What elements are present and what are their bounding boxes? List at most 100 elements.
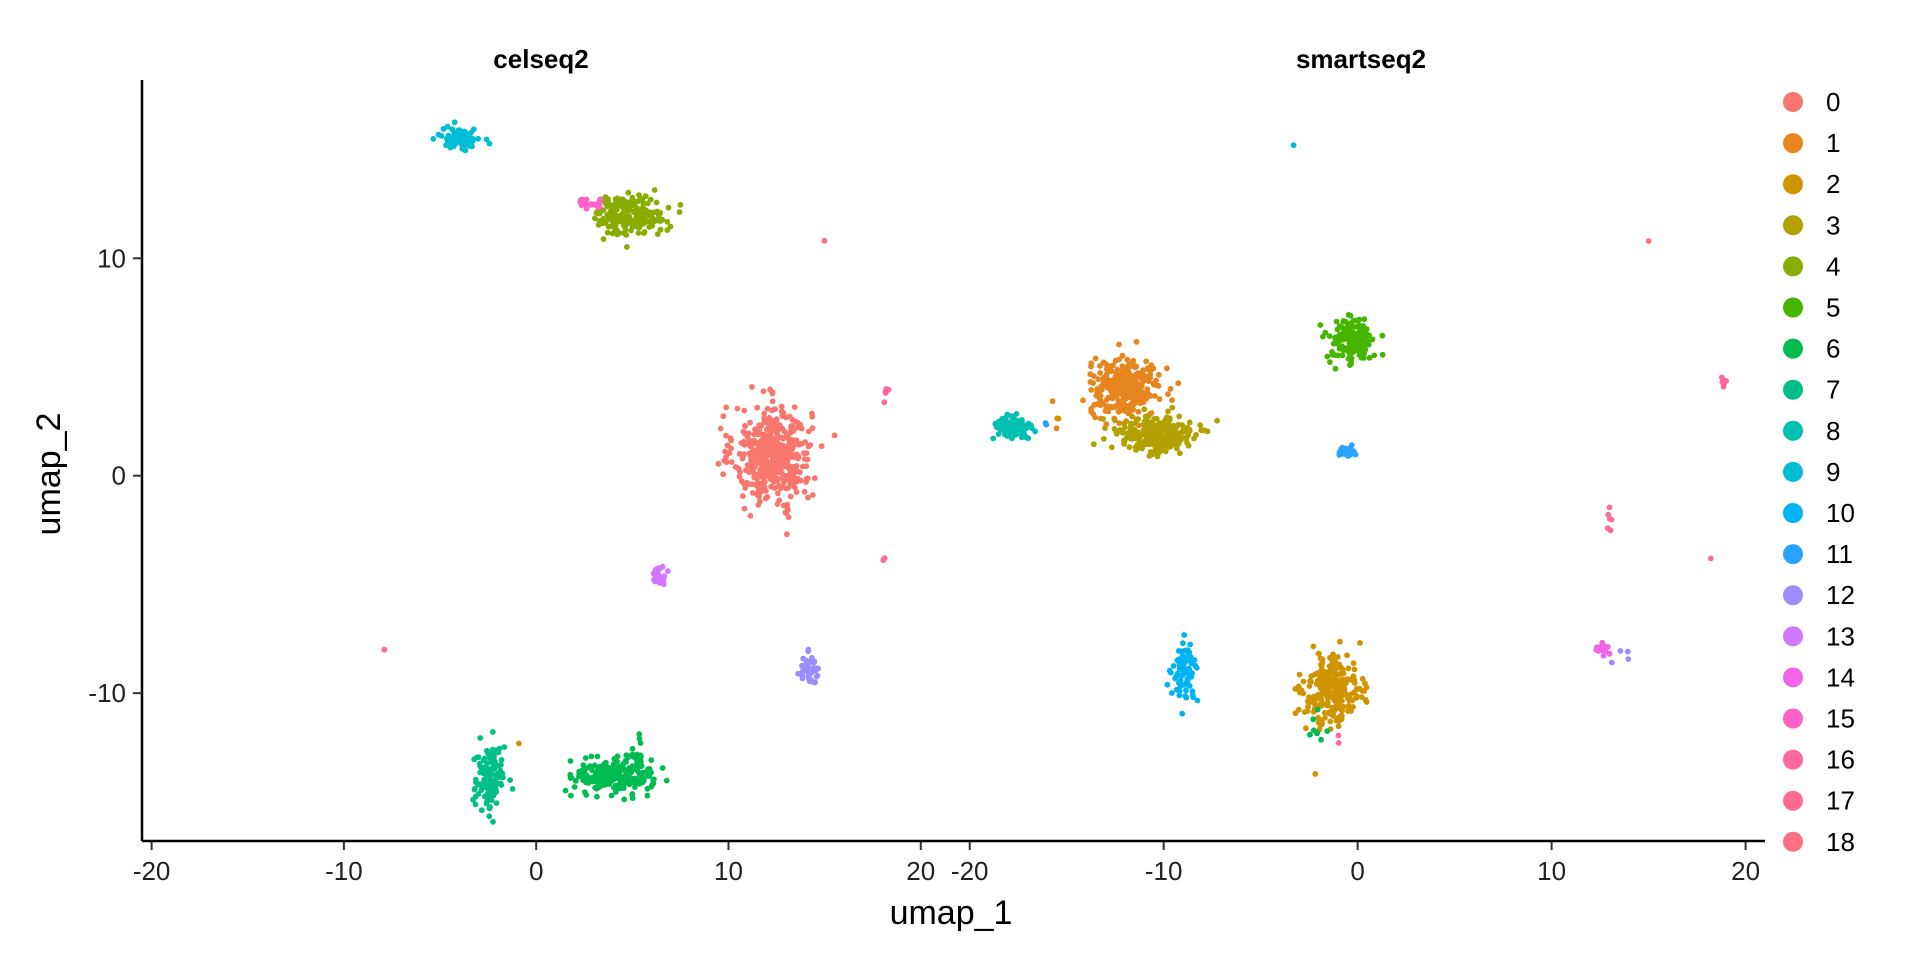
point-cluster-2 [1314,680,1320,687]
point-cluster-3 [1184,439,1190,446]
legend-label-18: 18 [1826,827,1855,857]
point-cluster-6 [650,780,657,787]
point-cluster-1 [1153,377,1159,384]
point-cluster-6 [580,762,587,769]
point-cluster-0 [793,489,800,495]
point-cluster-1 [1152,382,1159,388]
point-cluster-7 [501,744,508,750]
point-cluster-6 [568,792,574,799]
point-cluster-1 [1102,408,1109,414]
point-cluster-1 [1133,379,1140,386]
point-cluster-3 [1204,428,1211,435]
point-cluster-6 [612,782,619,789]
point-cluster-12 [808,678,814,685]
legend-label-6: 6 [1826,334,1840,364]
point-cluster-0 [797,421,804,428]
point-cluster-16 [1335,740,1342,746]
point-cluster-4 [604,229,611,236]
facet-title-smartseq2: smartseq2 [1296,44,1426,74]
point-cluster-2 [1337,713,1344,720]
point-cluster-0 [785,453,791,459]
point-cluster-4 [635,230,642,236]
point-cluster-0 [803,450,810,456]
point-cluster-1 [1049,398,1056,405]
point-cluster-1 [1139,397,1145,403]
x-tick-label: 0 [1350,856,1364,886]
point-cluster-15 [583,201,589,207]
point-cluster-3 [1151,416,1157,422]
point-cluster-1 [1136,393,1143,399]
point-cluster-14 [1606,650,1613,657]
point-cluster-0 [784,504,791,511]
point-cluster-0 [774,501,781,507]
point-cluster-8 [997,426,1004,433]
point-cluster-4 [621,202,628,209]
point-cluster-2 [1353,685,1360,692]
point-cluster-2 [1345,665,1352,672]
point-cluster-9 [450,134,457,141]
point-cluster-2 [1318,721,1325,728]
point-cluster-4 [637,195,644,202]
point-cluster-0 [799,463,806,470]
point-cluster-0 [742,484,749,491]
point-cluster-10 [1177,677,1184,683]
point-cluster-0 [741,407,748,414]
point-cluster-1 [1053,425,1060,432]
point-cluster-5 [1351,324,1358,330]
point-cluster-1 [1120,399,1127,405]
point-cluster-2 [1333,671,1339,678]
point-cluster-5 [1356,352,1363,358]
point-cluster-10 [1173,673,1179,680]
point-cluster-0 [744,433,751,440]
point-cluster-10 [1186,649,1193,656]
point-cluster-2 [1351,677,1358,684]
point-cluster-0 [736,473,743,480]
point-cluster-0 [765,433,772,440]
legend-key-0 [1783,92,1803,112]
point-cluster-2 [1336,718,1342,724]
point-cluster-3 [1126,435,1133,442]
point-cluster-0 [772,453,778,460]
point-cluster-1 [1119,352,1126,359]
point-cluster-9 [486,140,493,147]
point-cluster-0 [734,405,741,412]
point-cluster-0 [757,498,763,505]
x-tick-label: 20 [906,856,935,886]
point-cluster-0 [789,440,796,447]
point-cluster-1 [1097,370,1103,376]
point-cluster-6 [578,767,585,774]
point-cluster-4 [609,206,615,213]
point-cluster-7 [509,786,516,792]
point-cluster-0 [764,405,771,412]
point-cluster-0 [752,463,758,470]
point-cluster-15 [583,205,590,212]
point-cluster-8 [1025,422,1032,428]
point-cluster-1 [1124,356,1131,363]
point-cluster-1 [1165,391,1171,398]
point-cluster-1 [1130,358,1136,364]
point-cluster-0 [774,430,781,437]
point-cluster-2 [1332,678,1338,685]
point-cluster-3 [1171,431,1178,437]
point-cluster-5 [1336,331,1343,338]
point-cluster-4 [628,218,635,225]
point-cluster-5 [1355,347,1361,354]
point-cluster-3 [1150,441,1157,448]
point-cluster-8 [1018,434,1025,441]
point-cluster-3 [1146,453,1153,459]
legend-key-11 [1783,544,1803,565]
point-cluster-7 [497,767,504,774]
point-cluster-10 [1164,681,1171,688]
point-cluster-10 [1179,710,1186,717]
point-cluster-0 [782,460,789,467]
point-cluster-2 [1318,698,1325,705]
point-cluster-0 [769,418,776,425]
point-cluster-0 [723,432,729,439]
point-cluster-2 [1321,709,1328,716]
point-cluster-1 [1125,388,1132,395]
point-cluster-6 [623,759,629,765]
point-cluster-2 [1344,652,1350,659]
point-cluster-2 [1054,415,1060,422]
point-cluster-0 [801,456,808,462]
point-cluster-5 [1342,345,1348,352]
